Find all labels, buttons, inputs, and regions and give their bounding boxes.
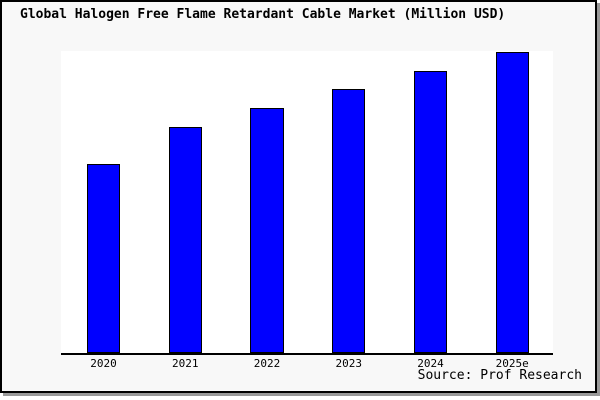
bar-2022: [250, 107, 284, 353]
bar-2024: [413, 70, 448, 353]
plot-area: [61, 51, 553, 353]
bar-2025e: [495, 51, 529, 353]
chart-figure-card: Global Halogen Free Flame Retardant Cabl…: [0, 0, 597, 393]
x-tick-label-2021: 2021: [171, 357, 199, 370]
x-axis-line: [61, 353, 553, 355]
bar-2020: [86, 163, 121, 353]
x-tick-label-2022: 2022: [253, 357, 281, 370]
x-tick-label-2025e: 2025e: [495, 357, 529, 370]
x-tick-label-2020: 2020: [90, 357, 117, 370]
x-tick-label-2023: 2023: [335, 357, 362, 370]
chart-title: Global Halogen Free Flame Retardant Cabl…: [20, 7, 506, 22]
x-tick-label-2024: 2024: [417, 357, 444, 370]
bar-2021: [168, 126, 202, 353]
source-note: Source: Prof Research: [417, 368, 582, 383]
bar-2023: [332, 88, 366, 353]
